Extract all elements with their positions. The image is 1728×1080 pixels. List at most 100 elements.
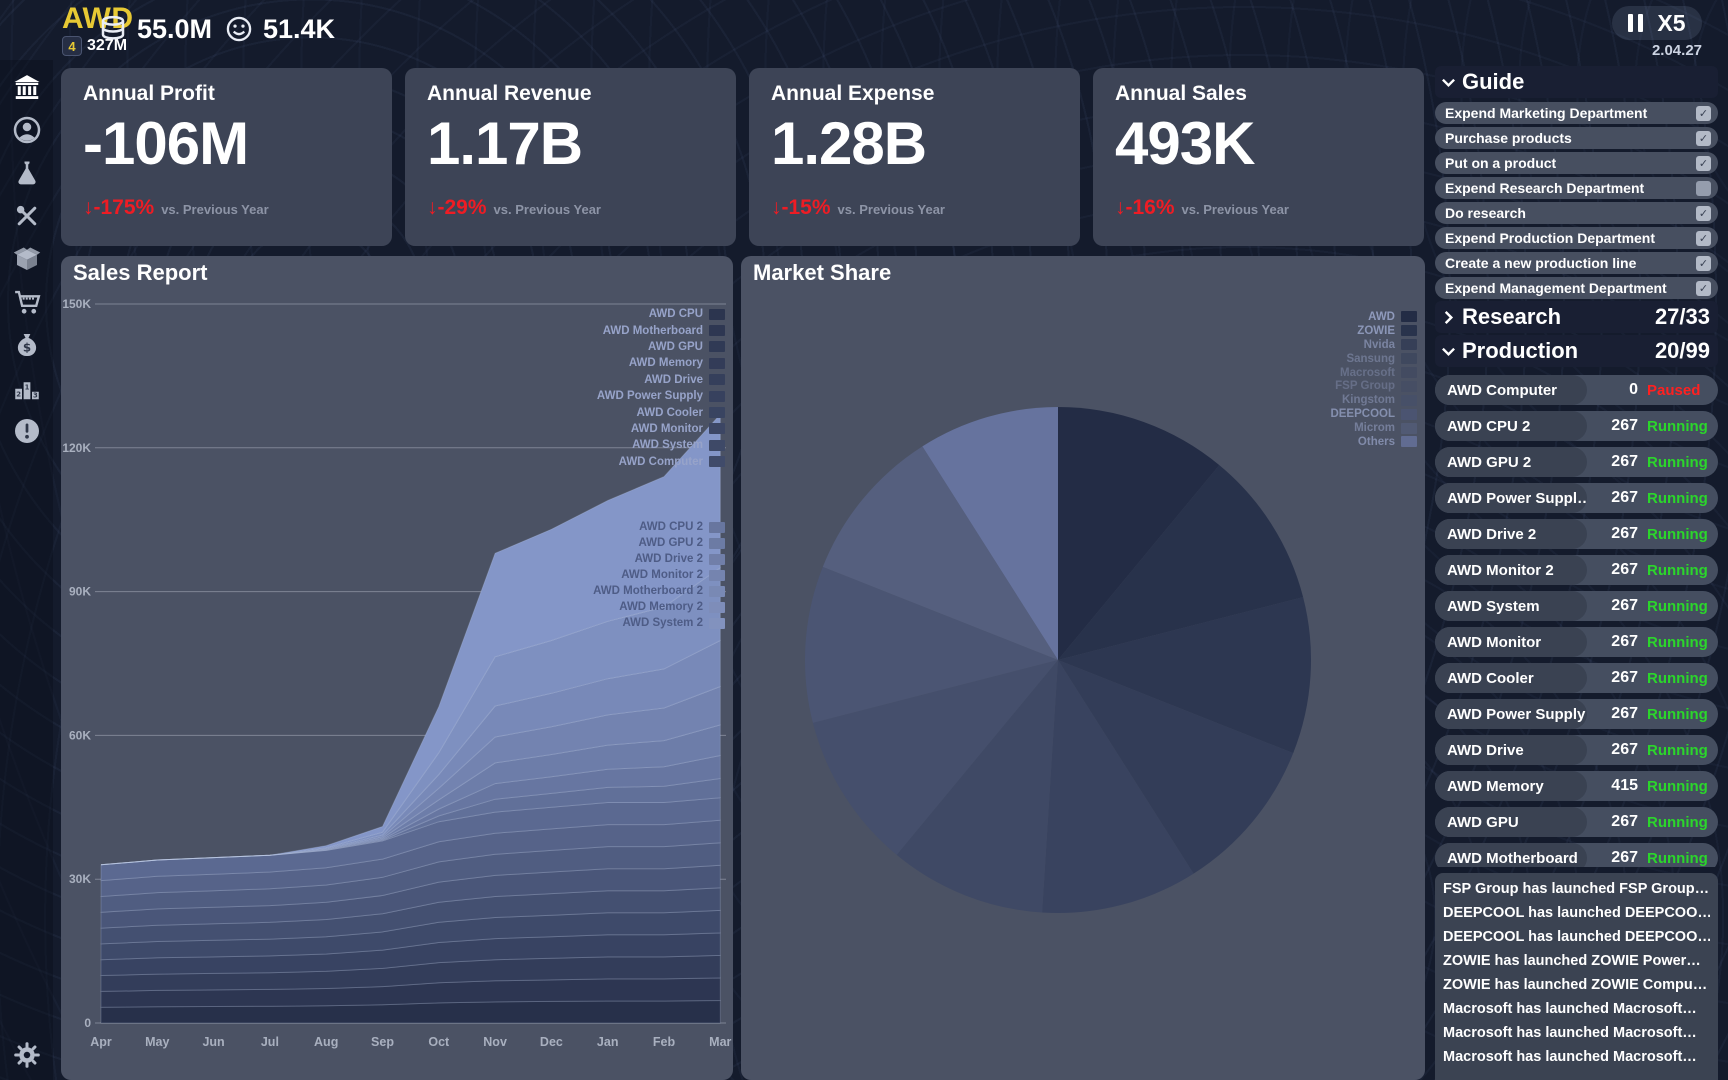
legend-label: AWD CPU	[648, 308, 703, 321]
production-row[interactable]: AWD Power Supply 267 Running	[1435, 699, 1718, 729]
production-status: Running	[1647, 489, 1708, 507]
svg-text:2: 2	[16, 390, 21, 398]
speed-value[interactable]: X5	[1657, 9, 1686, 36]
level-badge-icon: 4	[62, 36, 82, 56]
game-date: 2.04.27	[1651, 42, 1702, 59]
svg-text:90K: 90K	[69, 585, 91, 599]
production-row[interactable]: AWD Cooler 267 Running	[1435, 663, 1718, 693]
legend-label: AWD GPU	[648, 340, 703, 353]
research-title: Research	[1462, 304, 1562, 329]
production-row[interactable]: AWD Drive 2 267 Running	[1435, 519, 1718, 549]
guide-item[interactable]: Do research ✓	[1435, 202, 1718, 224]
kpi-annual-revenue: Annual Revenue 1.17B ↓-29% vs. Previous …	[405, 68, 736, 246]
production-row[interactable]: AWD System 267 Running	[1435, 591, 1718, 621]
production-header[interactable]: Production 20/99	[1435, 335, 1718, 367]
legend-swatch	[709, 374, 725, 386]
production-name: AWD Monitor 2	[1435, 555, 1587, 585]
guide-item[interactable]: Put on a product ✓	[1435, 152, 1718, 174]
production-row[interactable]: AWD Monitor 2 267 Running	[1435, 555, 1718, 585]
market-legend-item: FSP Group	[1335, 379, 1417, 393]
products-box-icon[interactable]	[10, 242, 44, 276]
news-item[interactable]: ZOWIE has launched ZOWIE Compu…	[1443, 977, 1708, 993]
guide-item[interactable]: Expend Research Department	[1435, 177, 1718, 199]
news-item[interactable]: Macrosoft has launched Macrosoft…	[1443, 1025, 1697, 1041]
tools-icon[interactable]	[10, 199, 44, 233]
production-row[interactable]: AWD GPU 267 Running	[1435, 807, 1718, 837]
profile-icon[interactable]	[10, 113, 44, 147]
svg-text:Feb: Feb	[653, 1035, 676, 1049]
legend-swatch	[709, 585, 725, 597]
legend-label: AWD Drive 2	[634, 553, 703, 565]
checkbox-checked-icon[interactable]: ✓	[1696, 280, 1711, 296]
legend-label: AWD Cooler	[636, 406, 703, 419]
guide-item[interactable]: Expend Production Department ✓	[1435, 227, 1718, 249]
guide-list: Expend Marketing Department ✓ Purchase pro…	[1435, 102, 1718, 299]
checkbox-checked-icon[interactable]: ✓	[1696, 155, 1711, 171]
svg-text:Aug: Aug	[314, 1035, 338, 1049]
legend-swatch	[1401, 436, 1417, 448]
legend-label: AWD CPU 2	[639, 521, 703, 533]
svg-text:Jul: Jul	[261, 1035, 279, 1049]
research-header[interactable]: Research 27/33	[1435, 301, 1718, 333]
legend-swatch	[709, 521, 725, 533]
production-row[interactable]: AWD Monitor 267 Running	[1435, 627, 1718, 657]
sales-legend-item: AWD Monitor 2	[621, 567, 725, 583]
guide-header[interactable]: Guide	[1435, 66, 1718, 98]
production-row[interactable]: AWD Drive 267 Running	[1435, 735, 1718, 765]
news-item[interactable]: DEEPCOOL has launched DEEPCOO…	[1443, 929, 1710, 945]
production-status: Running	[1647, 813, 1708, 831]
checkbox-checked-icon[interactable]: ✓	[1696, 230, 1711, 246]
news-item[interactable]: Macrosoft has launched Macrosoft…	[1443, 1001, 1697, 1017]
production-status: Running	[1647, 633, 1708, 651]
money-bag-icon[interactable]: $	[10, 328, 44, 362]
checkbox-checked-icon[interactable]: ✓	[1696, 105, 1711, 121]
sales-legend-item: AWD Motherboard	[603, 322, 725, 338]
checkbox-checked-icon[interactable]: ✓	[1696, 255, 1711, 271]
production-name: AWD System	[1435, 591, 1587, 621]
production-row[interactable]: AWD Power Suppl… 267 Running	[1435, 483, 1718, 513]
pause-icon[interactable]	[1628, 14, 1644, 32]
checkbox-unchecked-icon[interactable]	[1696, 180, 1711, 196]
checkbox-checked-icon[interactable]: ✓	[1696, 130, 1711, 146]
checkbox-checked-icon[interactable]: ✓	[1696, 205, 1711, 221]
settings-gear-icon[interactable]	[10, 1038, 44, 1072]
market-legend-item: Nvida	[1364, 338, 1417, 352]
guide-item[interactable]: Create a new production line ✓	[1435, 252, 1718, 274]
legend-label: Nvida	[1363, 338, 1395, 351]
news-feed: FSP Group has launched FSP Group… DEEPCOO…	[1435, 873, 1718, 1080]
speed-control[interactable]: X5	[1612, 6, 1702, 40]
production-qty: 267	[1611, 453, 1638, 470]
guide-item[interactable]: Expend Management Department ✓	[1435, 277, 1718, 299]
research-flask-icon[interactable]	[10, 156, 44, 190]
guide-item[interactable]: Purchase products ✓	[1435, 127, 1718, 149]
market-legend-item: AWD	[1368, 310, 1417, 324]
guide-item[interactable]: Expend Marketing Department ✓	[1435, 102, 1718, 124]
money-stat: 55.0M	[96, 12, 212, 46]
production-row[interactable]: AWD CPU 2 267 Running	[1435, 411, 1718, 441]
production-row[interactable]: AWD Computer 0 Paused	[1435, 375, 1718, 405]
bank-icon[interactable]	[10, 70, 44, 104]
legend-swatch	[1401, 339, 1417, 351]
production-row[interactable]: AWD Memory 415 Running	[1435, 771, 1718, 801]
sales-legend-item: AWD Motherboard 2	[593, 583, 725, 599]
legend-label: DEEPCOOL	[1330, 408, 1395, 421]
news-item[interactable]: ZOWIE has launched ZOWIE Power…	[1443, 953, 1701, 969]
legend-label: AWD Monitor 2	[621, 569, 703, 581]
svg-text:May: May	[145, 1035, 169, 1049]
production-status: Running	[1647, 849, 1708, 867]
news-item[interactable]: FSP Group has launched FSP Group…	[1443, 881, 1710, 897]
kpi-row: Annual Profit -106M ↓-175% vs. Previous …	[61, 68, 1424, 246]
legend-swatch	[709, 617, 725, 629]
production-row[interactable]: AWD GPU 2 267 Running	[1435, 447, 1718, 477]
svg-text:30K: 30K	[69, 872, 91, 886]
production-qty: 267	[1611, 849, 1638, 866]
production-row[interactable]: AWD Motherboard 267 Running	[1435, 843, 1718, 867]
production-qty: 267	[1611, 633, 1638, 650]
cart-icon[interactable]	[10, 285, 44, 319]
sales-legend-primary: AWD CPU AWD Motherboard AWD GPU AWD Memory A…	[597, 306, 725, 470]
alerts-icon[interactable]	[10, 414, 44, 448]
news-item[interactable]: Macrosoft has launched Macrosoft…	[1443, 1049, 1697, 1065]
news-item[interactable]: DEEPCOOL has launched DEEPCOO…	[1443, 905, 1710, 921]
reputation-value: 51.4K	[263, 13, 336, 44]
